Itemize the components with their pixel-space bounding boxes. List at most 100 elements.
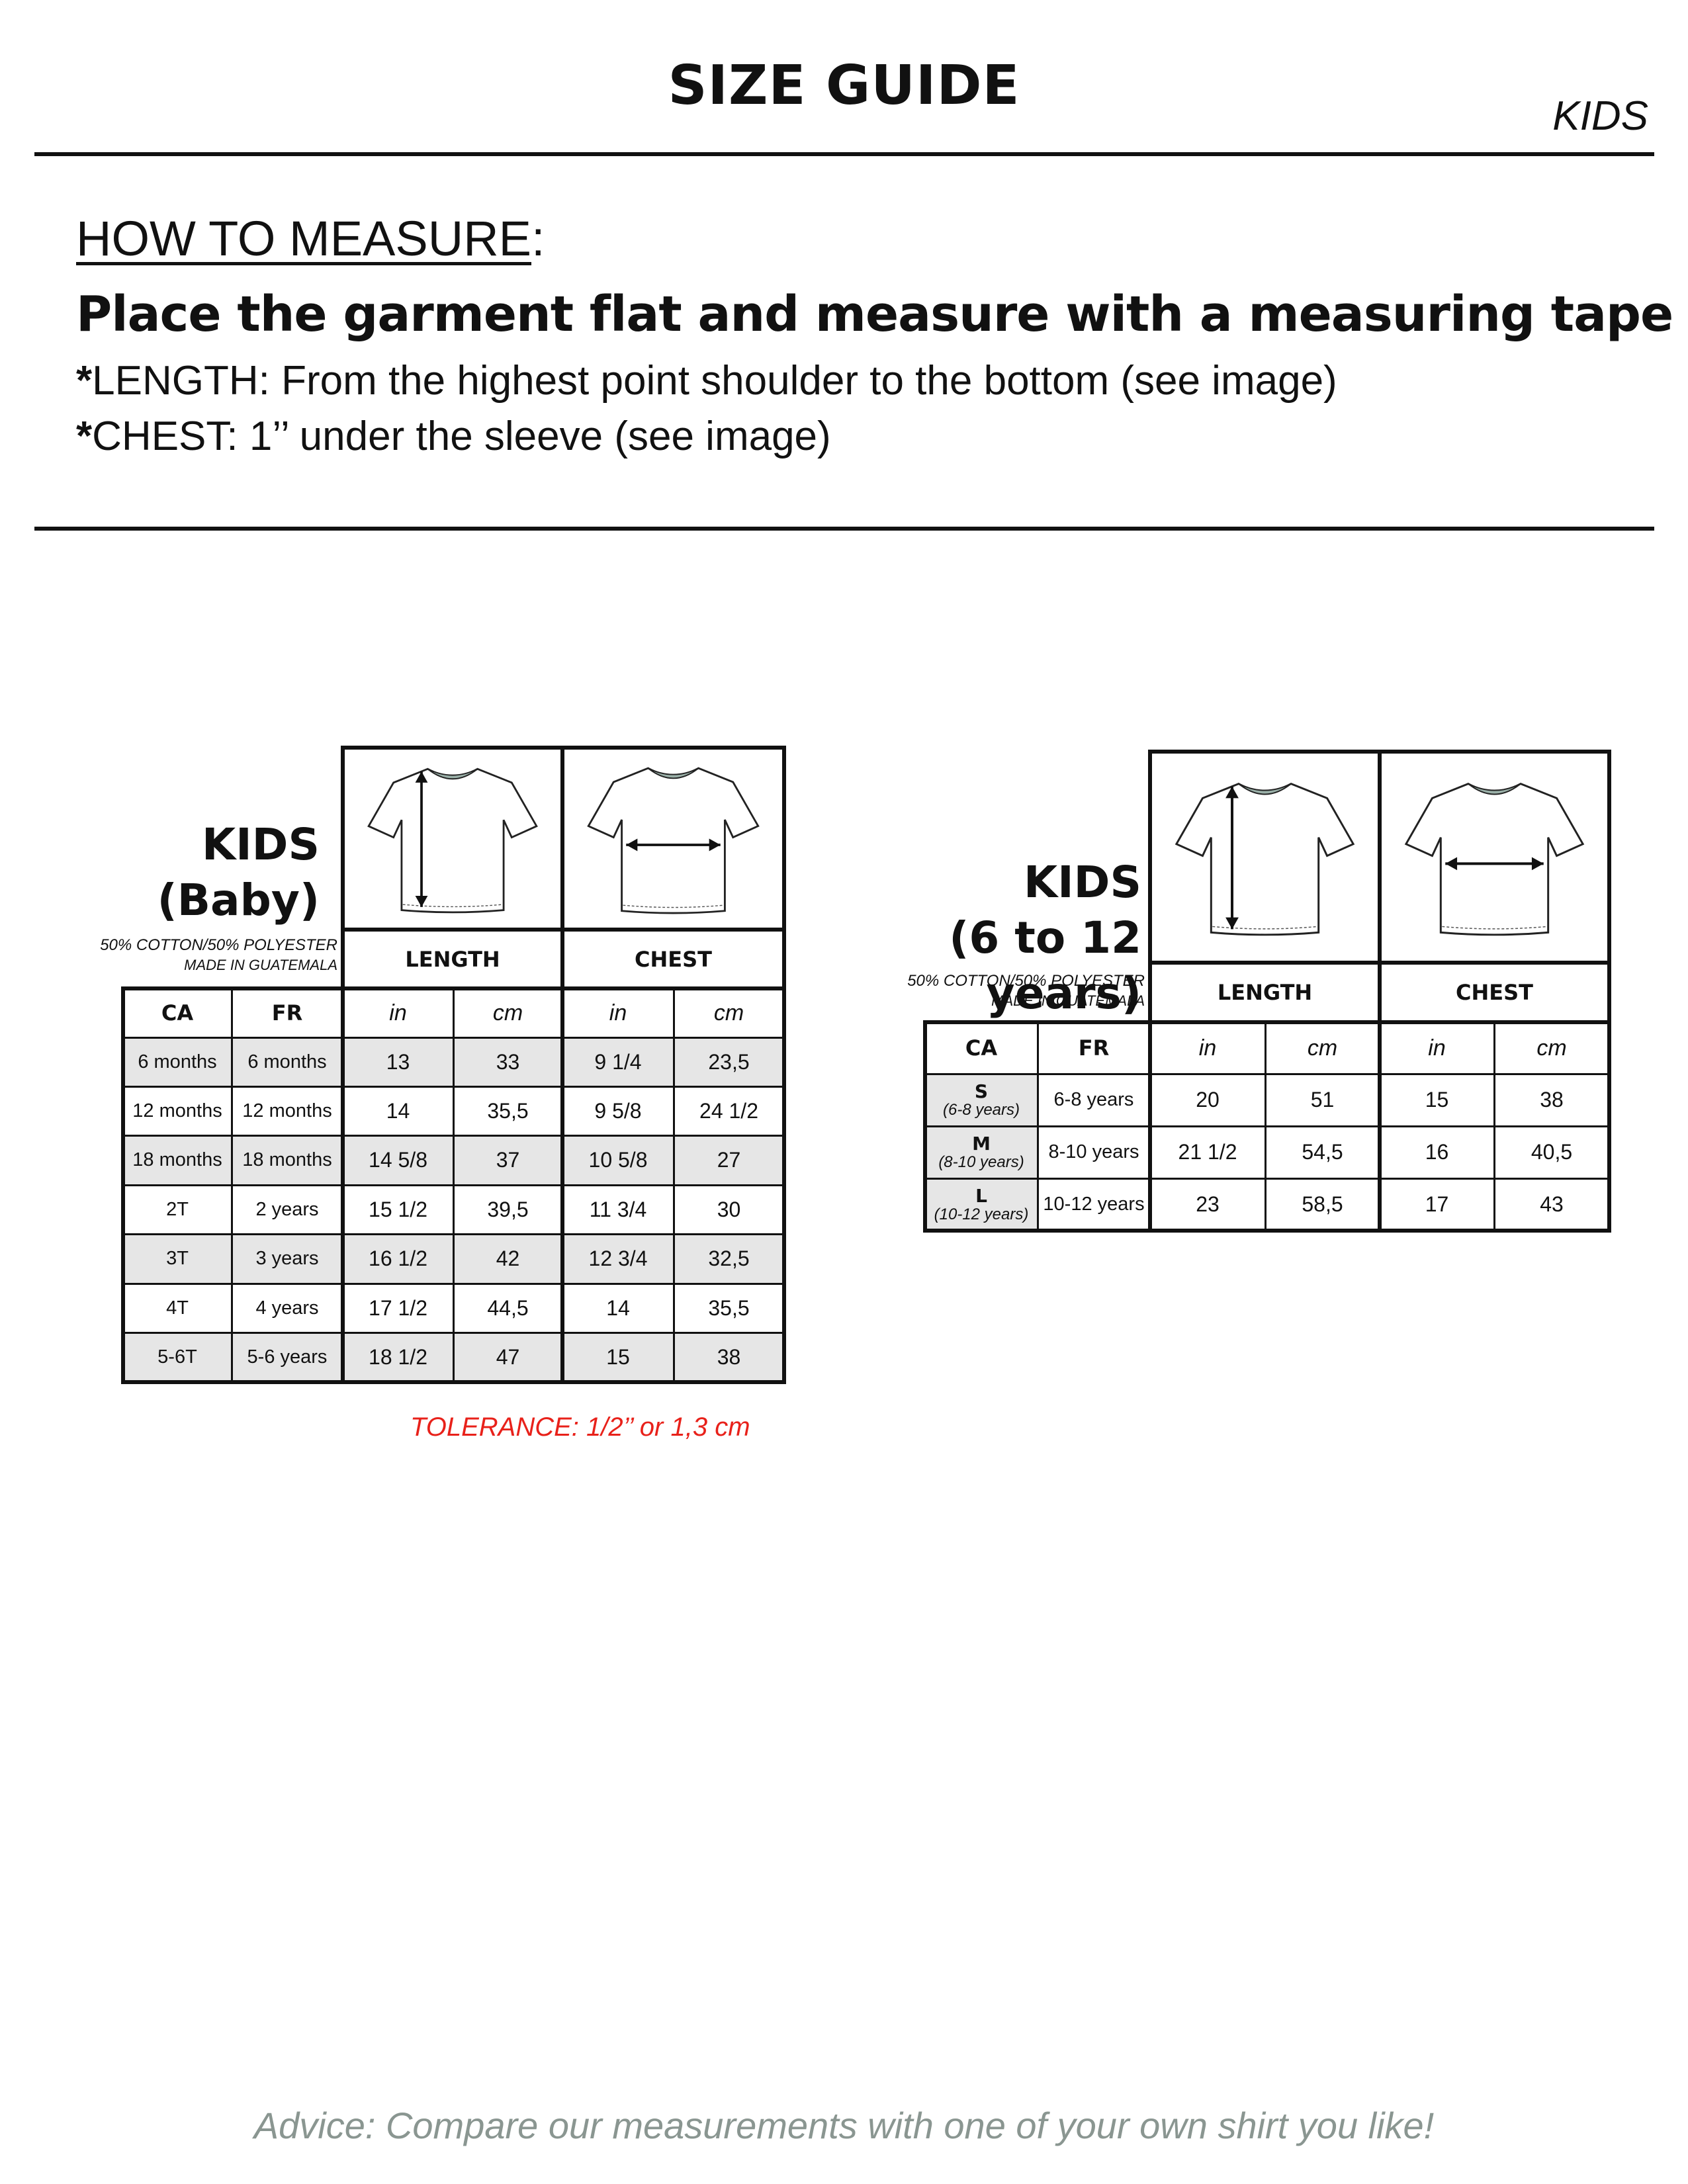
row-shade xyxy=(453,1135,562,1186)
size-age-range: (10-12 years) xyxy=(934,1205,1029,1223)
fr-size-cell: 6-8 years xyxy=(1053,1089,1134,1110)
row-shade xyxy=(453,1234,562,1284)
border-category-bottom xyxy=(1150,1020,1609,1024)
category-label: KIDS xyxy=(1552,93,1648,139)
chest-in-cell: 9 1/4 xyxy=(594,1049,642,1074)
length-cm-cell: 58,5 xyxy=(1302,1192,1343,1216)
length-header: LENGTH xyxy=(405,946,500,972)
row-separator xyxy=(123,1331,784,1334)
chest-cm-cell: 23,5 xyxy=(708,1049,750,1074)
chest-cm-cell: 43 xyxy=(1540,1192,1564,1216)
length-header: LENGTH xyxy=(1217,980,1313,1005)
chest-cm-cell: 40,5 xyxy=(1531,1140,1573,1164)
row-shade xyxy=(562,1234,674,1284)
row-shade xyxy=(674,1037,784,1087)
length-cm-header: cm xyxy=(492,1000,523,1026)
row-shade xyxy=(925,1074,1038,1126)
fr-size-cell: 8-10 years xyxy=(1048,1141,1139,1162)
border-left-image xyxy=(1148,752,1152,1231)
chest-cm-cell: 30 xyxy=(717,1197,741,1221)
size-code: M xyxy=(972,1133,991,1155)
row-shade xyxy=(674,1234,784,1284)
tshirt-length-icon xyxy=(367,767,538,914)
tshirt-length-icon xyxy=(1175,782,1355,936)
border-category-bottom xyxy=(343,986,784,990)
chest-header: CHEST xyxy=(1456,980,1533,1005)
fr-size-cell: 2 years xyxy=(255,1198,319,1220)
tshirt-chest-icon xyxy=(1404,782,1585,936)
row-shade xyxy=(453,1037,562,1087)
border-mid xyxy=(560,748,564,1382)
ca-size-cell: 18 months xyxy=(132,1149,222,1171)
row-shade xyxy=(123,1234,232,1284)
row-shade xyxy=(123,1135,232,1186)
row-separator xyxy=(123,1233,784,1236)
size-code: S xyxy=(974,1080,989,1103)
chest-in-cell: 17 xyxy=(1425,1192,1449,1216)
fr-size-cell: 4 years xyxy=(255,1297,319,1319)
ca-size-cell: 4T xyxy=(166,1297,189,1319)
tolerance-note: TOLERANCE: 1/2’’ or 1,3 cm xyxy=(410,1413,750,1442)
chest-header: CHEST xyxy=(635,946,712,972)
row-shade xyxy=(343,1037,453,1087)
size-age-range: (8-10 years) xyxy=(938,1153,1024,1171)
length-in-cell: 23 xyxy=(1196,1192,1220,1216)
chest-in-cell: 10 5/8 xyxy=(588,1148,648,1172)
border-right xyxy=(1607,752,1611,1233)
row-shade xyxy=(343,1332,453,1382)
chest-in-cell: 11 3/4 xyxy=(589,1197,647,1221)
row-shade xyxy=(925,1126,1038,1178)
row-shade xyxy=(674,1332,784,1382)
border-left-image xyxy=(341,748,345,1382)
row-separator xyxy=(123,1085,784,1088)
size-cell: M (8-10 years) xyxy=(925,1126,1038,1178)
length-in-cell: 20 xyxy=(1196,1088,1220,1112)
top-divider xyxy=(34,152,1654,156)
length-cm-cell: 54,5 xyxy=(1302,1140,1343,1164)
row-shade xyxy=(343,1234,453,1284)
chest-in-cell: 9 5/8 xyxy=(594,1099,642,1123)
chest-in-header: in xyxy=(609,1000,627,1026)
ca-size-cell: 5-6T xyxy=(157,1346,197,1368)
chest-cm-cell: 32,5 xyxy=(708,1246,750,1271)
length-in-cell: 15 1/2 xyxy=(369,1197,427,1221)
length-in-cell: 14 xyxy=(386,1099,410,1123)
chest-in-cell: 12 3/4 xyxy=(588,1246,648,1271)
chest-in-cell: 15 xyxy=(606,1345,630,1370)
fr-size-cell: 18 months xyxy=(242,1149,332,1171)
length-cm-cell: 44,5 xyxy=(487,1295,529,1320)
fr-size-cell: 5-6 years xyxy=(247,1346,328,1368)
chest-cm-cell: 24 1/2 xyxy=(699,1099,758,1123)
row-shade xyxy=(232,1135,343,1186)
length-cm-header: cm xyxy=(1307,1035,1338,1061)
row-shade xyxy=(925,1178,1038,1231)
length-cm-cell: 51 xyxy=(1310,1088,1335,1112)
chest-instruction: *CHEST: 1’’ under the sleeve (see image) xyxy=(76,414,831,459)
ca-size-cell: 3T xyxy=(166,1248,189,1270)
border-unit-bottom xyxy=(925,1072,1609,1075)
border-bottom xyxy=(121,1379,786,1384)
length-in-cell: 17 1/2 xyxy=(369,1295,427,1320)
section-divider xyxy=(34,527,1654,531)
row-separator xyxy=(123,1184,784,1186)
fr-size-cell: 3 years xyxy=(255,1248,319,1270)
row-shade xyxy=(232,1037,343,1087)
chest-cm-header: cm xyxy=(1536,1035,1567,1061)
length-in-header: in xyxy=(389,1000,407,1026)
how-to-measure-heading: HOW TO MEASURE: xyxy=(76,211,545,266)
length-cm-cell: 39,5 xyxy=(487,1197,529,1221)
measure-instruction: Place the garment flat and measure with … xyxy=(76,286,1673,343)
length-in-cell: 16 1/2 xyxy=(369,1246,427,1271)
length-cm-cell: 33 xyxy=(496,1049,520,1074)
baby-fabric: 50% COTTON/50% POLYESTER MADE IN GUATEMA… xyxy=(100,936,337,973)
border-image-bottom xyxy=(1150,961,1609,965)
size-cell: S (6-8 years) xyxy=(925,1074,1038,1126)
chest-cm-cell: 27 xyxy=(717,1148,741,1172)
length-in-cell: 14 5/8 xyxy=(369,1148,427,1172)
row-separator xyxy=(123,1135,784,1137)
row-shade xyxy=(232,1234,343,1284)
row-shade xyxy=(453,1332,562,1382)
chest-in-cell: 14 xyxy=(606,1295,630,1320)
chest-in-header: in xyxy=(1428,1035,1446,1061)
page-title: SIZE GUIDE xyxy=(668,54,1020,117)
